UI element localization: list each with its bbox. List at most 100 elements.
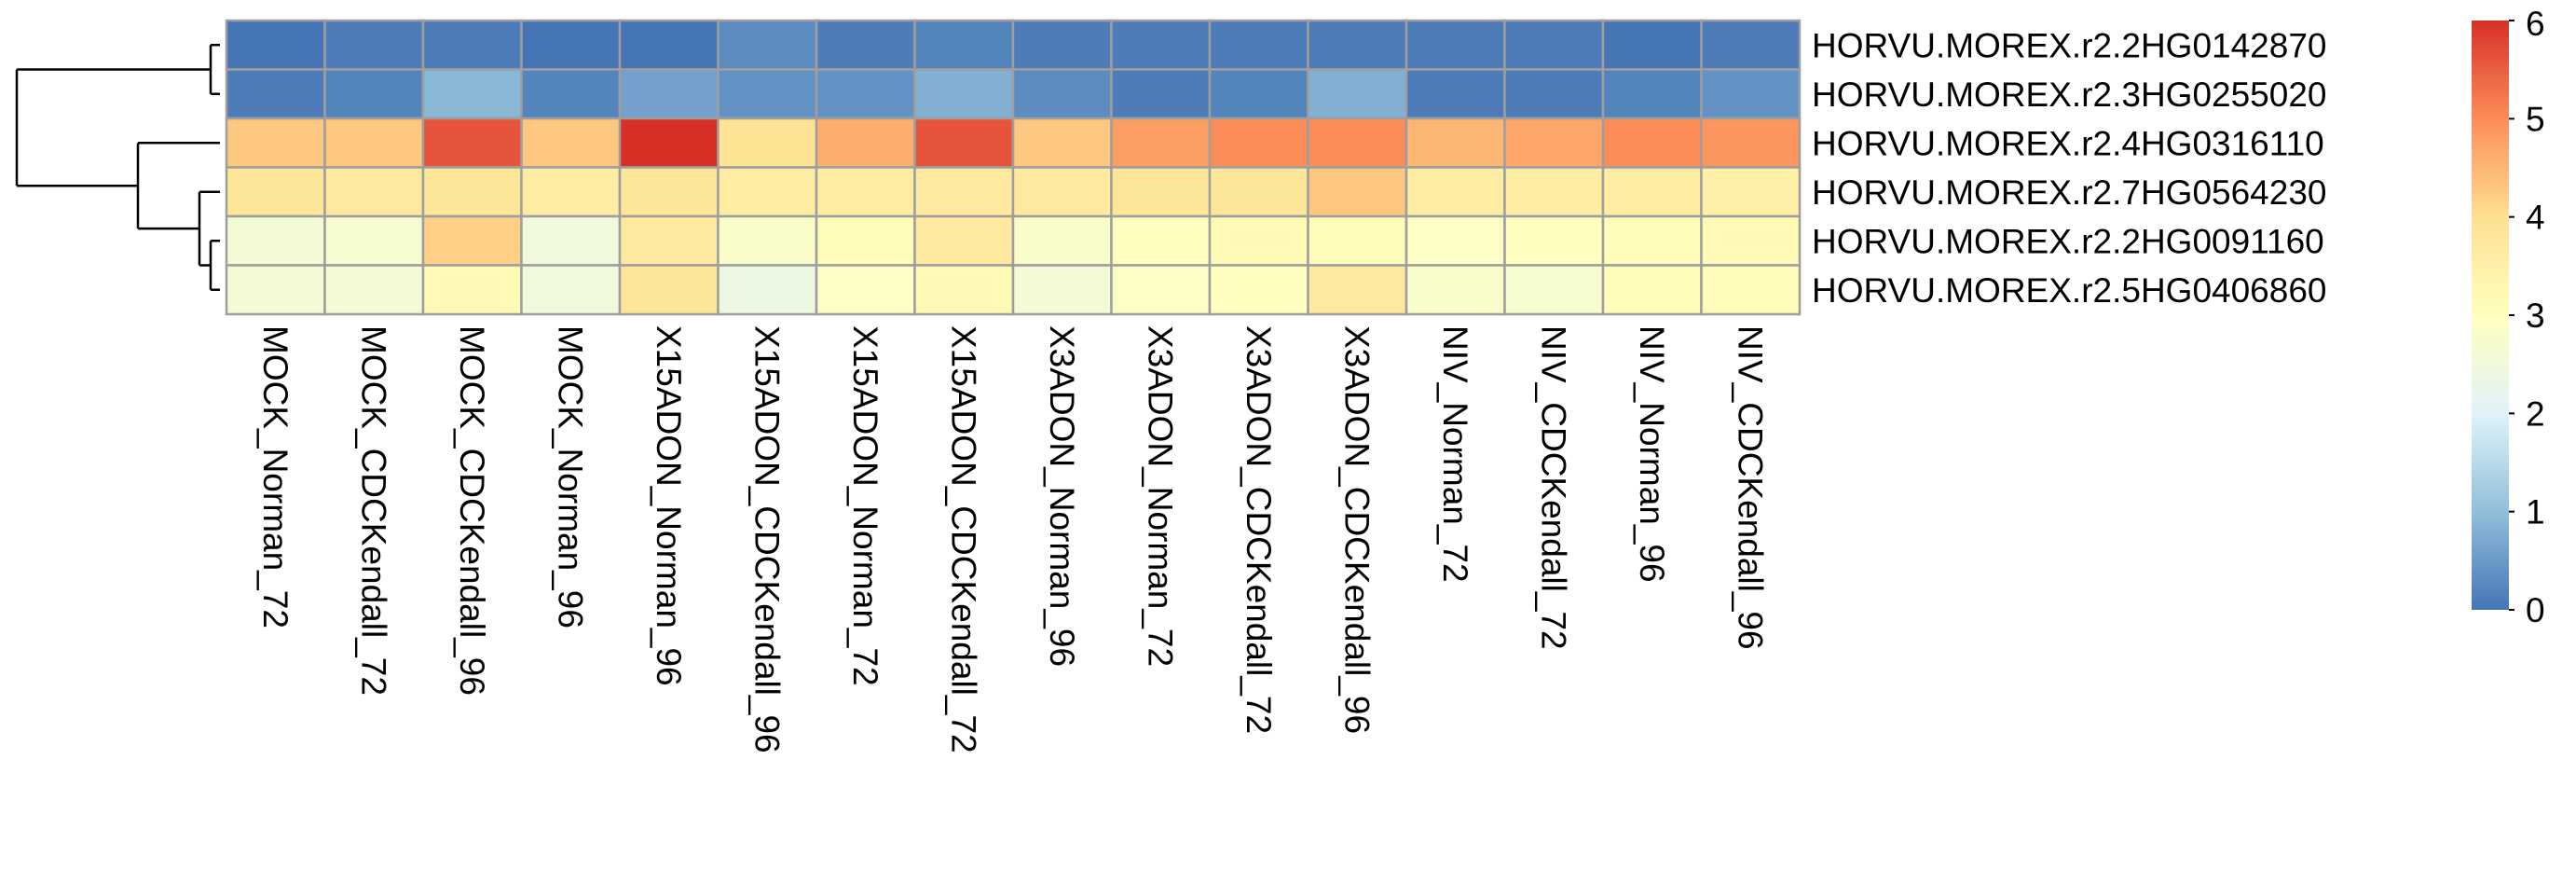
- heatmap-cell: [1601, 19, 1703, 71]
- heatmap-cell: [913, 214, 1015, 267]
- heatmap-cell: [323, 264, 425, 316]
- heatmap-cell: [1404, 166, 1506, 218]
- column-label: MOCK_Norman_96: [551, 325, 589, 628]
- heatmap-cell: [323, 214, 425, 267]
- legend-tick-label: 3: [2526, 297, 2545, 335]
- heatmap-cell: [913, 117, 1015, 169]
- row-labels: HORVU.MOREX.r2.2HG0142870 HORVU.MOREX.r2.…: [1812, 26, 2327, 310]
- heatmap-cell: [421, 117, 523, 169]
- heatmap-cell: [1700, 117, 1802, 169]
- column-label: X3ADON_Norman_96: [1043, 325, 1081, 667]
- legend-tick-label: 4: [2526, 199, 2545, 237]
- heatmap-cell: [1700, 19, 1802, 71]
- heatmap-cell: [421, 264, 523, 316]
- heatmap-cell: [1601, 214, 1703, 267]
- heatmap-cell: [1208, 166, 1309, 218]
- heatmap-cell: [815, 68, 916, 120]
- color-legend: 0 1 2 3 4 5 6: [2472, 5, 2545, 629]
- heatmap-cell: [1208, 19, 1309, 71]
- heatmap-cell: [1503, 117, 1605, 169]
- heatmap-cell: [618, 166, 719, 218]
- heatmap-cell: [1700, 214, 1802, 267]
- heatmap-cell: [1307, 68, 1408, 120]
- legend-color-bar: [2472, 21, 2509, 610]
- row-label: HORVU.MOREX.r2.2HG0091160: [1812, 222, 2324, 260]
- row-label: HORVU.MOREX.r2.2HG0142870: [1812, 26, 2327, 64]
- heatmap-cell: [815, 19, 916, 71]
- heatmap-cell: [1110, 117, 1212, 169]
- legend-tick-label: 0: [2526, 591, 2545, 629]
- heatmap-cell: [717, 264, 818, 316]
- heatmap-cell: [1503, 166, 1605, 218]
- heatmap-cell: [1503, 264, 1605, 316]
- heatmap-cell: [717, 19, 818, 71]
- legend-tick-label: 6: [2526, 5, 2545, 43]
- heatmap-cell: [1503, 68, 1605, 120]
- column-label: NIV_Norman_96: [1633, 325, 1671, 583]
- column-label: X15ADON_CDCKendall_96: [747, 325, 786, 753]
- heatmap-cell: [323, 68, 425, 120]
- heatmap-cell: [1404, 117, 1506, 169]
- column-label: X15ADON_CDCKendall_72: [944, 325, 982, 753]
- heatmap-cell: [717, 166, 818, 218]
- heatmap-cell: [520, 68, 622, 120]
- heatmap-cell: [1404, 214, 1506, 267]
- heatmap-cell: [1307, 19, 1408, 71]
- heatmap-cell: [323, 19, 425, 71]
- heatmap-cell: [421, 68, 523, 120]
- heatmap-cell: [1601, 264, 1703, 316]
- heatmap-cell: [225, 166, 326, 218]
- heatmap-cell: [1601, 68, 1703, 120]
- column-labels: MOCK_Norman_72 MOCK_CDCKendall_72 MOCK_CDC…: [256, 325, 1770, 753]
- row-label: HORVU.MOREX.r2.4HG0316110: [1812, 124, 2324, 162]
- column-label: X3ADON_CDCKendall_72: [1240, 325, 1278, 734]
- heatmap-cell: [913, 166, 1015, 218]
- column-label: X15ADON_Norman_96: [650, 325, 688, 686]
- heatmap-cell: [1307, 117, 1408, 169]
- heatmap-cell: [1601, 117, 1703, 169]
- heatmap-cell: [717, 214, 818, 267]
- heatmap-cell: [520, 117, 622, 169]
- heatmap-cell: [520, 264, 622, 316]
- heatmap-cell: [717, 68, 818, 120]
- heatmap-cell: [1700, 166, 1802, 218]
- heatmap-cell: [225, 19, 326, 71]
- heatmap-cell: [1404, 19, 1506, 71]
- heatmap-cell: [913, 264, 1015, 316]
- heatmap-cell: [815, 117, 916, 169]
- column-label: NIV_CDCKendall_72: [1534, 325, 1572, 650]
- heatmap-cell: [1503, 19, 1605, 71]
- heatmap-cell: [520, 214, 622, 267]
- heatmap-cell: [421, 19, 523, 71]
- heatmap-cell: [1011, 117, 1113, 169]
- heatmap-cell: [717, 117, 818, 169]
- heatmap-cell: [618, 19, 719, 71]
- heatmap-cell: [1700, 68, 1802, 120]
- column-label: X3ADON_CDCKendall_96: [1337, 325, 1376, 734]
- heatmap-cell: [1208, 214, 1309, 267]
- heatmap-cells: [225, 19, 1802, 316]
- column-label: MOCK_CDCKendall_72: [354, 325, 392, 696]
- heatmap-cell: [815, 214, 916, 267]
- row-dendrogram: [15, 44, 220, 291]
- heatmap-cell: [225, 117, 326, 169]
- heatmap-cell: [1011, 68, 1113, 120]
- heatmap-cell: [1110, 264, 1212, 316]
- heatmap-cell: [618, 214, 719, 267]
- heatmap-cell: [1601, 166, 1703, 218]
- heatmap-cell: [1208, 68, 1309, 120]
- row-label: HORVU.MOREX.r2.3HG0255020: [1812, 76, 2327, 114]
- heatmap-cell: [1208, 117, 1309, 169]
- heatmap-cell: [1208, 264, 1309, 316]
- heatmap-cell: [1110, 68, 1212, 120]
- heatmap-cell: [1503, 214, 1605, 267]
- heatmap-cell: [421, 214, 523, 267]
- heatmap-cell: [323, 117, 425, 169]
- heatmap-cell: [520, 166, 622, 218]
- heatmap-cell: [913, 68, 1015, 120]
- column-label: X3ADON_Norman_72: [1141, 325, 1179, 667]
- heatmap-cell: [1011, 264, 1113, 316]
- column-label: MOCK_CDCKendall_96: [453, 325, 491, 696]
